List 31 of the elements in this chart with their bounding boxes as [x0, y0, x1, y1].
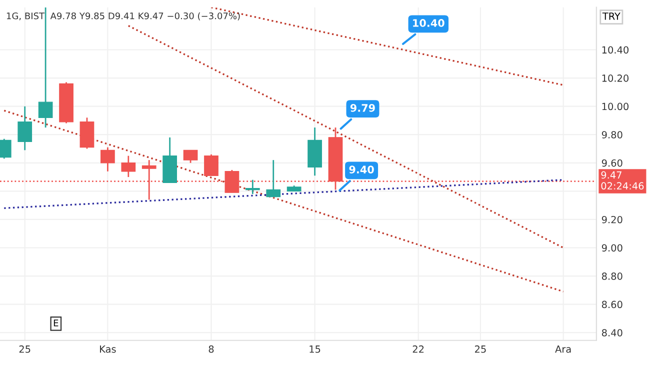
candlestick [245, 179, 260, 195]
y-axis-title: TRY [602, 12, 620, 20]
y-tick-label: 9.20 [602, 216, 622, 224]
annotation: 9.40 [349, 166, 374, 174]
y-tick-label: 8.40 [602, 329, 622, 336]
x-tick-label: Ara [555, 346, 571, 353]
ref-line-label: 9.47 02:24:46 [601, 171, 644, 190]
candlestick [100, 146, 115, 172]
y-tick-label: 10.00 [602, 102, 628, 110]
y-tick-label: 8.60 [602, 300, 622, 308]
candlestick [204, 154, 218, 176]
candlestick [18, 106, 32, 151]
y-tick-label: 9.60 [602, 159, 622, 167]
y-tick-label: 9.80 [602, 131, 622, 138]
candlestick [121, 155, 136, 178]
annotation: 10.40 [413, 19, 444, 27]
y-tick-label: 8.80 [602, 272, 622, 280]
candlestick [183, 149, 198, 164]
x-tick-label: 22 [412, 345, 424, 353]
annotation: E [54, 320, 58, 326]
x-tick-label: 25 [19, 345, 30, 353]
x-tick-label: 15 [310, 346, 320, 353]
chart-title: 1G, BIST A9.78 Y9.85 D9.41 K9.47 −0.30 (−3.07%) [6, 12, 240, 20]
x-tick-label: 25 [475, 345, 486, 353]
x-tick-label: 8 [208, 345, 214, 353]
y-tick-label: 10.40 [602, 46, 628, 54]
candlestick [266, 159, 281, 198]
x-tick-label: Kas [100, 346, 116, 353]
y-tick-label: 9.00 [602, 244, 622, 252]
annotation: 9.79 [350, 104, 375, 112]
y-tick-label: 10.20 [602, 74, 628, 82]
